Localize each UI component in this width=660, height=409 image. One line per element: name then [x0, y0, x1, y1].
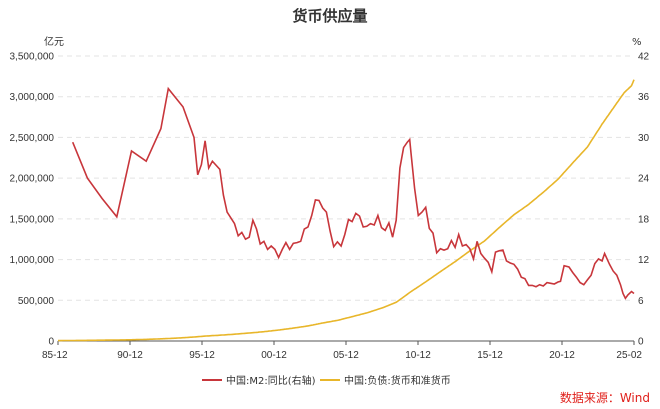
right-tick-label: 6 [638, 296, 644, 307]
left-tick-label: 500,000 [18, 296, 55, 307]
legend-label-m2-growth: 中国:M2:同比(右轴) [226, 374, 316, 387]
right-tick-label: 42 [638, 52, 650, 63]
x-tick-label: 05-12 [333, 350, 359, 361]
x-axis-ticks: 85-12 90-12 95-12 00-12 05-12 10-12 15-12 20-12… [42, 341, 642, 361]
left-tick-label: 0 [48, 337, 54, 348]
x-tick-label: 00-12 [261, 350, 287, 361]
chart-title: 货币供应量 [292, 7, 367, 25]
right-tick-label: 0 [638, 337, 644, 348]
gridlines [58, 55, 634, 301]
left-tick-label: 1,000,000 [10, 255, 55, 266]
right-tick-label: 36 [638, 92, 650, 103]
x-tick-label: 15-12 [477, 350, 503, 361]
left-axis-ticks: 0 500,000 1,000,000 1,500,000 2,000,000 2,500… [10, 52, 55, 348]
right-tick-label: 12 [638, 255, 650, 266]
series-line-m2-growth [71, 86, 635, 300]
left-tick-label: 1,500,000 [10, 214, 55, 225]
data-source: 数据来源：Wind [560, 390, 650, 405]
right-tick-label: 24 [638, 174, 650, 185]
right-axis-unit: % [632, 37, 642, 48]
left-tick-label: 2,000,000 [10, 174, 55, 185]
right-tick-label: 18 [638, 214, 650, 225]
right-tick-label: 30 [638, 133, 650, 144]
x-tick-label: 90-12 [117, 350, 143, 361]
x-tick-label: 20-12 [549, 350, 575, 361]
left-tick-label: 3,000,000 [10, 92, 55, 103]
left-axis-unit: 亿元 [44, 35, 64, 48]
x-tick-label: 25-02 [616, 350, 642, 361]
left-tick-label: 2,500,000 [10, 133, 55, 144]
legend-label-m2-level: 中国:负债:货币和准货币 [344, 374, 451, 387]
x-tick-label: 10-12 [405, 350, 431, 361]
x-tick-label: 85-12 [42, 350, 68, 361]
left-tick-label: 3,500,000 [10, 52, 55, 63]
legend: 中国:M2:同比(右轴) 中国:负债:货币和准货币 [202, 374, 451, 387]
right-axis-ticks: 0 6 12 18 24 30 36 42 [638, 52, 650, 348]
series-line-m2-level [58, 79, 635, 342]
x-tick-label: 95-12 [189, 350, 215, 361]
